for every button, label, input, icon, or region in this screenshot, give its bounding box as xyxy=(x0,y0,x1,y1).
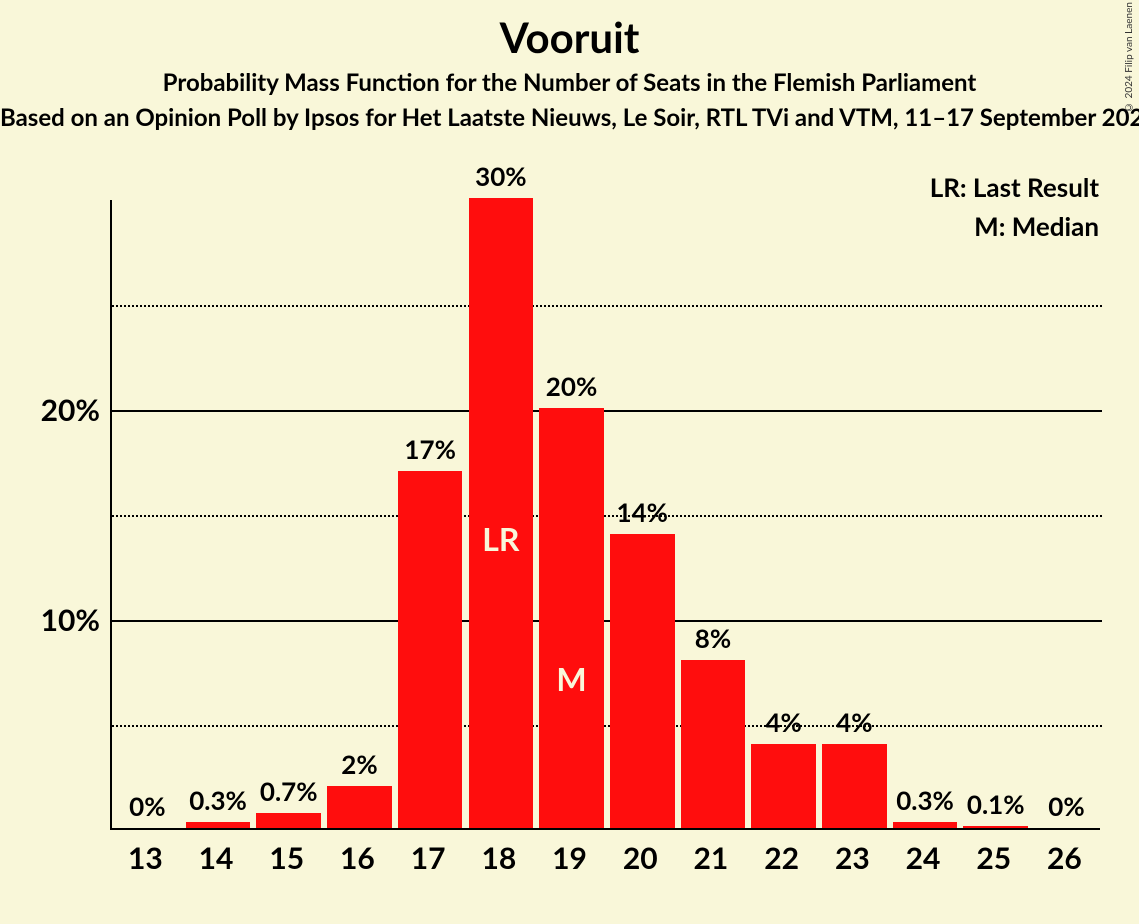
x-axis-label: 19 xyxy=(534,840,605,876)
bar-slot: 2% xyxy=(324,198,395,828)
bar-slot: 17% xyxy=(395,198,466,828)
x-axis-label: 17 xyxy=(393,840,464,876)
bar-slot: 4% xyxy=(819,198,890,828)
x-axis-label: 16 xyxy=(322,840,393,876)
bar-marker: M xyxy=(536,659,607,698)
bar-value-label: 30% xyxy=(441,160,561,192)
bars-container: 0%0.3%0.7%2%17%30%LR20%M14%8%4%4%0.3%0.1… xyxy=(112,198,1102,828)
chart-area: 0%0.3%0.7%2%17%30%LR20%M14%8%4%4%0.3%0.1… xyxy=(110,200,1100,830)
x-axis-label: 21 xyxy=(676,840,747,876)
bar xyxy=(327,786,392,828)
bar-marker: LR xyxy=(466,519,537,558)
bar-slot: 0.1% xyxy=(960,198,1031,828)
bar xyxy=(186,822,251,828)
x-axis-label: 22 xyxy=(746,840,817,876)
bar-slot: 0% xyxy=(112,198,183,828)
bar xyxy=(398,471,463,828)
y-axis-label: 10% xyxy=(10,602,100,638)
bar xyxy=(469,198,534,828)
x-axis-label: 26 xyxy=(1029,840,1100,876)
x-axis-label: 15 xyxy=(251,840,322,876)
y-axis-label: 20% xyxy=(10,392,100,428)
bar-slot: 30%LR xyxy=(466,198,537,828)
x-axis-label: 14 xyxy=(181,840,252,876)
bar-value-label: 0% xyxy=(1006,790,1126,822)
bar xyxy=(751,744,816,828)
bar xyxy=(893,822,958,828)
x-axis-label: 20 xyxy=(605,840,676,876)
chart-subtitle-2: Based on an Opinion Poll by Ipsos for He… xyxy=(0,103,1139,132)
bar-slot: 0.3% xyxy=(183,198,254,828)
bar xyxy=(963,826,1028,828)
bar xyxy=(610,534,675,828)
bar-slot: 14% xyxy=(607,198,678,828)
plot: 0%0.3%0.7%2%17%30%LR20%M14%8%4%4%0.3%0.1… xyxy=(110,200,1100,830)
bar xyxy=(256,813,321,828)
copyright-text: © 2024 Filip van Laenen xyxy=(1123,2,1135,113)
x-axis-label: 25 xyxy=(958,840,1029,876)
bar-slot: 0.3% xyxy=(890,198,961,828)
chart-subtitle-1: Probability Mass Function for the Number… xyxy=(0,68,1139,97)
bar xyxy=(539,408,604,828)
chart-title: Vooruit xyxy=(0,0,1139,62)
x-axis-label: 23 xyxy=(817,840,888,876)
x-axis-label: 18 xyxy=(464,840,535,876)
bar-slot: 0.7% xyxy=(253,198,324,828)
bar xyxy=(681,660,746,828)
bar-slot: 0% xyxy=(1031,198,1102,828)
x-axis-label: 13 xyxy=(110,840,181,876)
x-axis-label: 24 xyxy=(888,840,959,876)
